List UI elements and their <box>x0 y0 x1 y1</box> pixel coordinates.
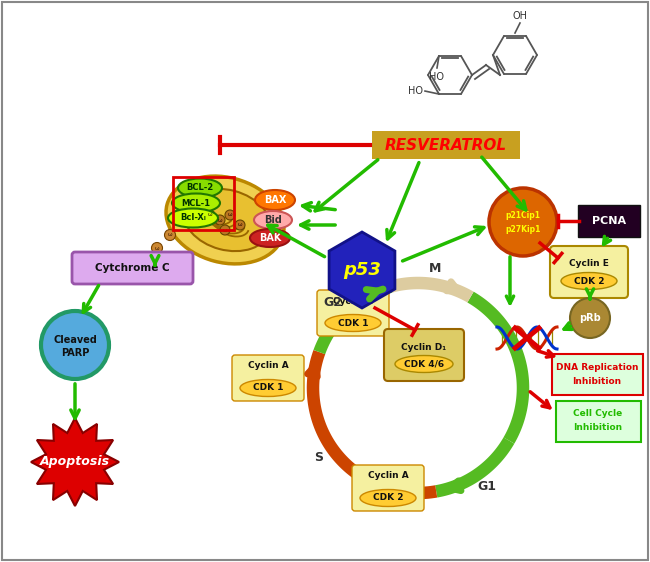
Ellipse shape <box>254 211 292 229</box>
Text: ω: ω <box>227 212 232 217</box>
Text: p53: p53 <box>343 261 381 279</box>
Text: Cyclin A: Cyclin A <box>368 472 408 481</box>
Text: DNA Replication: DNA Replication <box>556 362 638 371</box>
Text: CDK 1: CDK 1 <box>253 383 283 392</box>
Text: MCL-1: MCL-1 <box>181 198 211 207</box>
Ellipse shape <box>240 379 296 397</box>
Text: Cyclin B: Cyclin B <box>333 297 373 306</box>
FancyBboxPatch shape <box>232 355 304 401</box>
Ellipse shape <box>172 193 220 212</box>
Text: ω: ω <box>223 228 227 233</box>
Text: PARP: PARP <box>61 348 89 358</box>
Ellipse shape <box>360 490 416 506</box>
Ellipse shape <box>250 229 290 247</box>
Circle shape <box>489 188 557 256</box>
Text: ω: ω <box>218 217 222 223</box>
Text: Apoptosis: Apoptosis <box>40 455 110 469</box>
Ellipse shape <box>178 179 222 197</box>
Text: Cell Cycle: Cell Cycle <box>573 410 623 419</box>
Text: RESVERATROL: RESVERATROL <box>385 138 507 152</box>
Circle shape <box>144 256 155 268</box>
Text: Cyclin A: Cyclin A <box>248 361 289 370</box>
Text: ω: ω <box>238 223 242 228</box>
Ellipse shape <box>255 190 295 210</box>
Circle shape <box>151 242 162 253</box>
FancyBboxPatch shape <box>72 252 193 284</box>
FancyBboxPatch shape <box>384 329 464 381</box>
Circle shape <box>220 225 230 235</box>
Circle shape <box>225 210 235 220</box>
Ellipse shape <box>395 356 453 373</box>
FancyBboxPatch shape <box>551 353 642 395</box>
FancyBboxPatch shape <box>372 131 520 159</box>
Text: M: M <box>428 262 441 275</box>
Text: S: S <box>315 451 324 464</box>
Text: Bid: Bid <box>264 215 282 225</box>
Ellipse shape <box>168 209 218 228</box>
Text: p21Cip1: p21Cip1 <box>506 211 541 220</box>
Text: Inhibition: Inhibition <box>573 424 623 433</box>
Circle shape <box>41 311 109 379</box>
FancyBboxPatch shape <box>352 465 424 511</box>
Text: PCNA: PCNA <box>592 216 626 226</box>
Text: ω: ω <box>155 246 159 251</box>
Ellipse shape <box>184 189 270 251</box>
Ellipse shape <box>561 273 617 289</box>
Text: Inhibition: Inhibition <box>573 377 621 386</box>
Text: ω: ω <box>208 212 213 217</box>
Text: Cyclin E: Cyclin E <box>569 260 609 269</box>
Text: G1: G1 <box>478 481 497 493</box>
Text: Cytchrome C: Cytchrome C <box>95 263 169 273</box>
Circle shape <box>164 229 176 241</box>
Text: pRb: pRb <box>579 313 601 323</box>
FancyBboxPatch shape <box>556 401 640 442</box>
Text: BAK: BAK <box>259 233 281 243</box>
Circle shape <box>157 252 168 264</box>
Circle shape <box>205 210 215 220</box>
Text: CDK 4/6: CDK 4/6 <box>404 360 444 369</box>
Ellipse shape <box>166 176 284 264</box>
Circle shape <box>570 298 610 338</box>
Text: BAX: BAX <box>264 195 286 205</box>
Circle shape <box>235 220 245 230</box>
Text: ω: ω <box>161 256 165 261</box>
Text: Cyclin D₁: Cyclin D₁ <box>402 343 447 352</box>
Text: Bcl-Xₗ: Bcl-Xₗ <box>180 214 206 223</box>
Text: ω: ω <box>148 260 152 265</box>
Text: CDK 2: CDK 2 <box>574 277 605 285</box>
FancyBboxPatch shape <box>550 246 628 298</box>
Text: p27Kip1: p27Kip1 <box>505 225 541 234</box>
Text: ω: ω <box>168 233 172 238</box>
Text: G2: G2 <box>323 296 342 309</box>
FancyBboxPatch shape <box>317 290 389 336</box>
Ellipse shape <box>325 315 381 332</box>
Text: HO: HO <box>430 72 445 82</box>
Text: CDK 2: CDK 2 <box>372 493 403 502</box>
Polygon shape <box>329 232 395 308</box>
FancyBboxPatch shape <box>578 205 640 237</box>
Text: CDK 1: CDK 1 <box>338 319 369 328</box>
Text: BCL-2: BCL-2 <box>187 184 214 193</box>
Polygon shape <box>31 418 119 506</box>
Text: Cleaved: Cleaved <box>53 335 97 345</box>
Text: HO: HO <box>408 86 423 96</box>
Text: OH: OH <box>512 11 528 21</box>
Circle shape <box>215 215 225 225</box>
